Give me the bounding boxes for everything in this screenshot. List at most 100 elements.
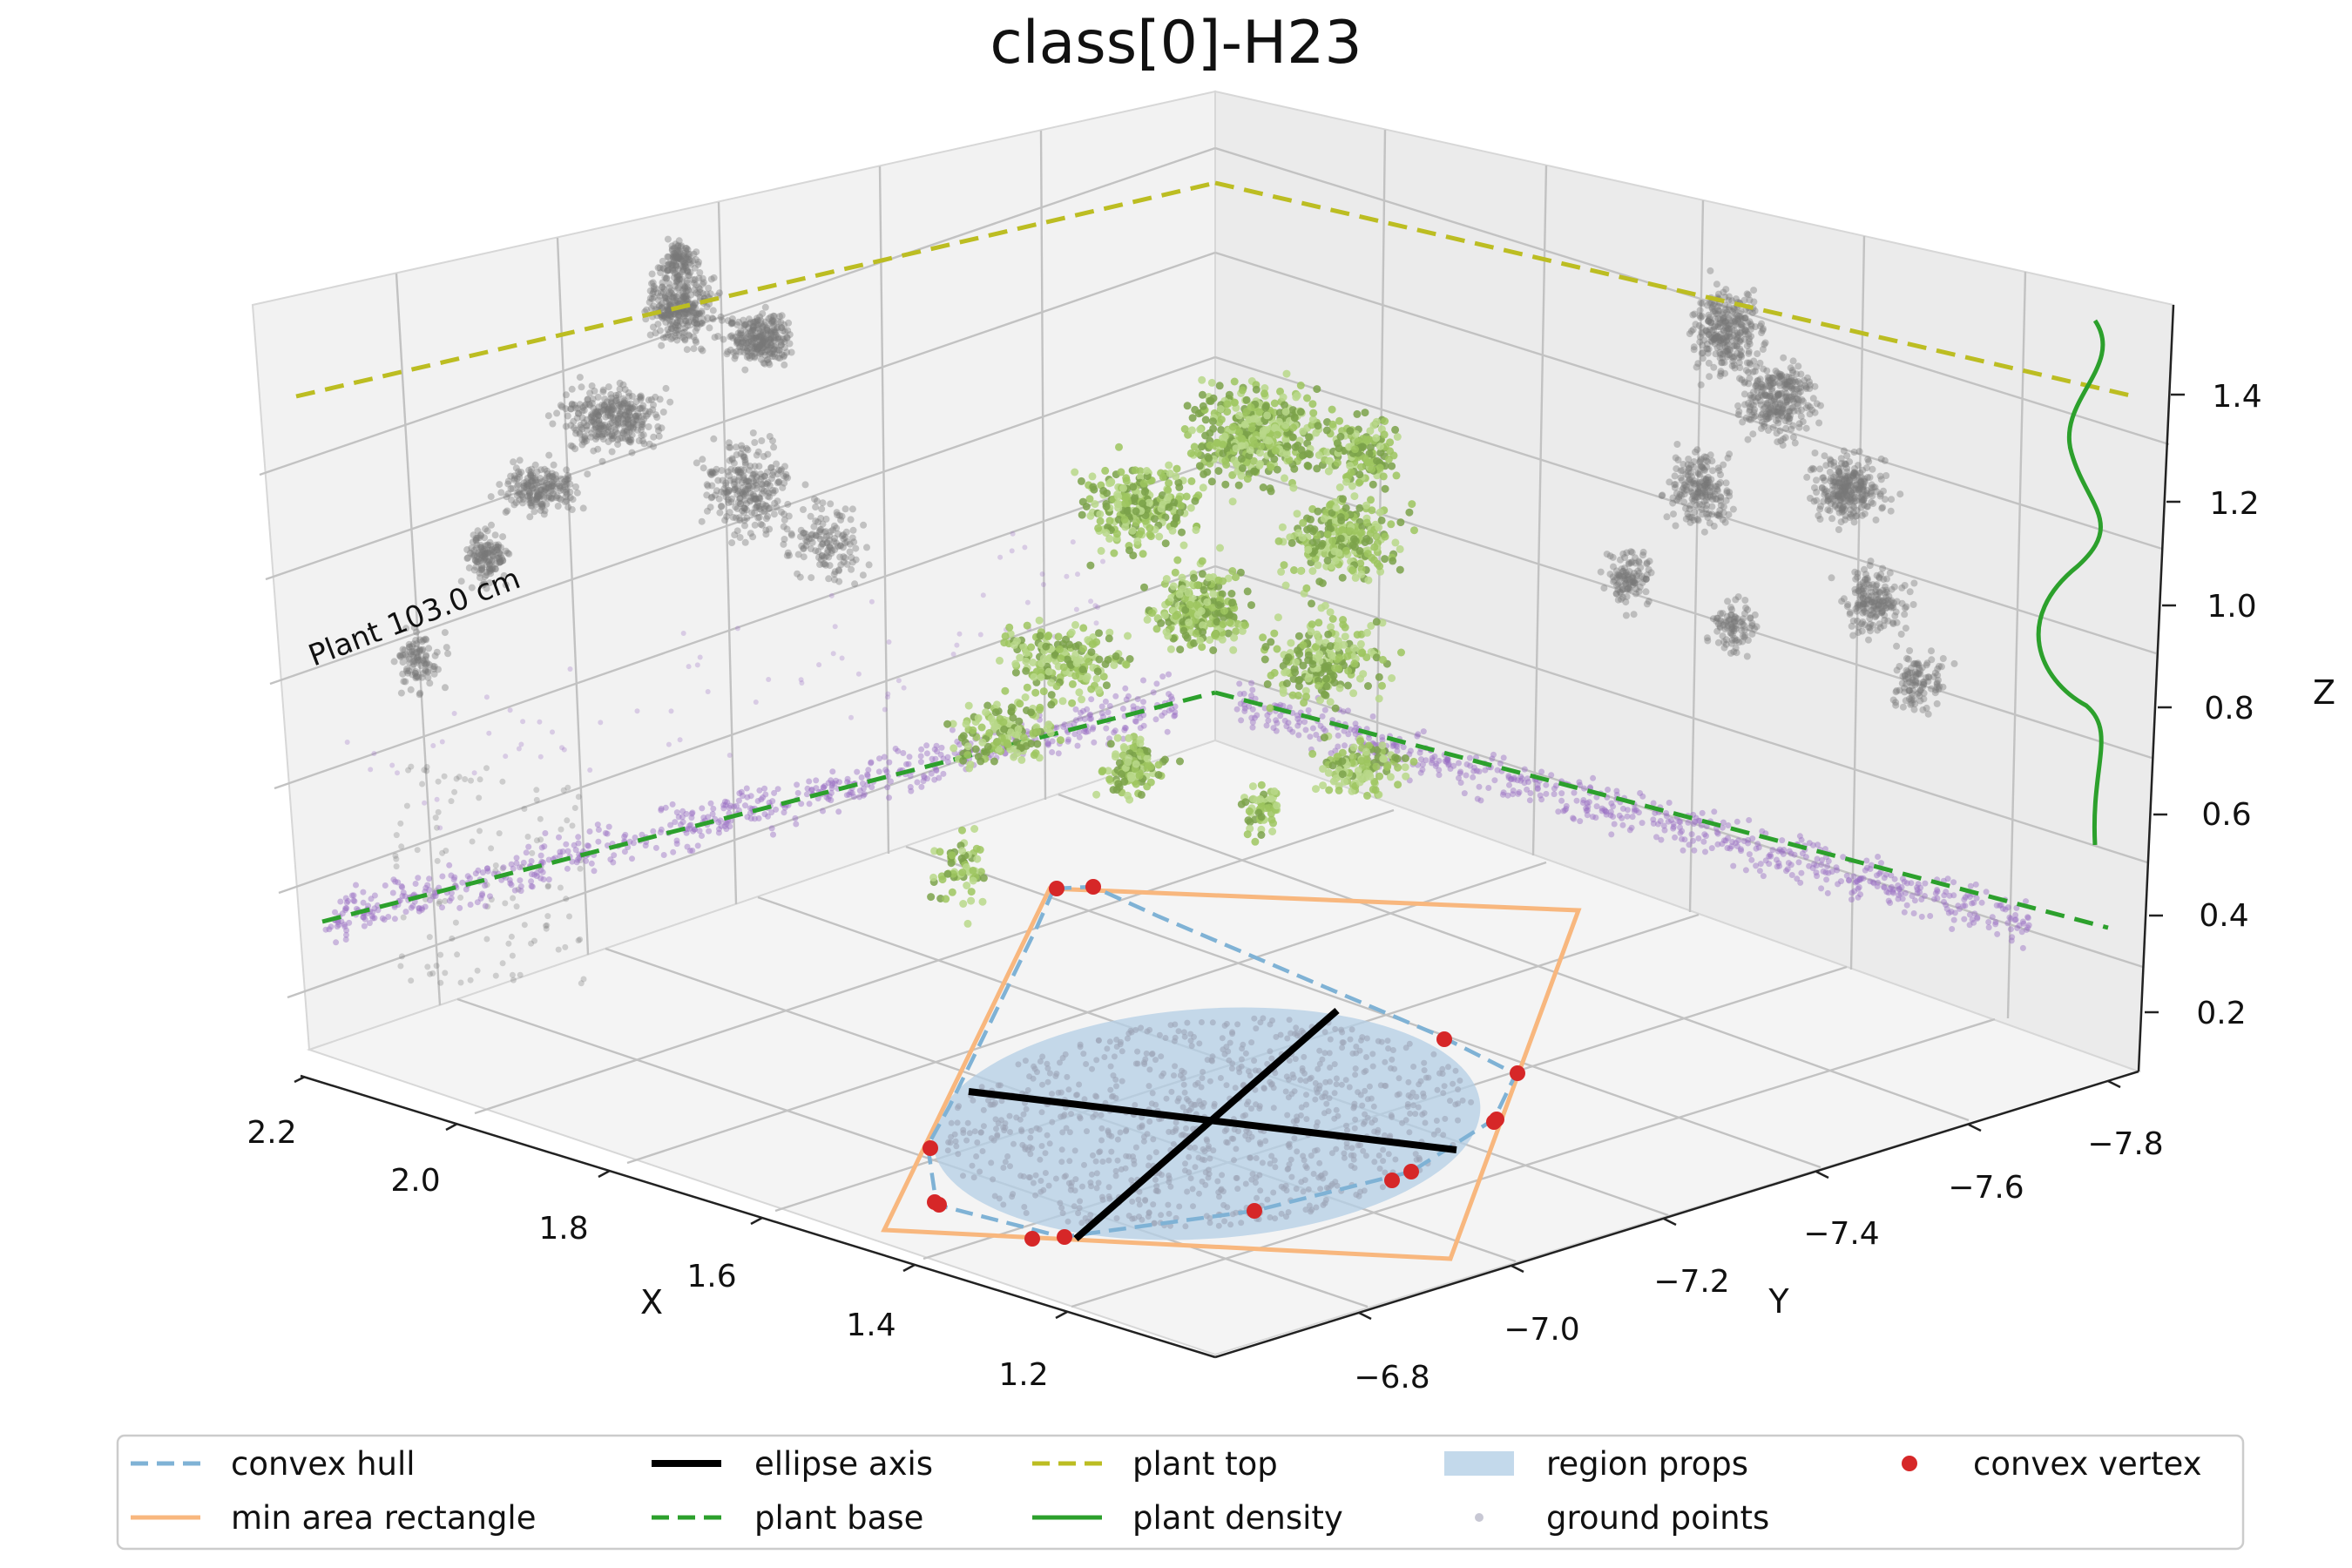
projection-point: [1826, 468, 1834, 476]
projection-point: [1603, 551, 1611, 558]
base-point: [1714, 841, 1721, 848]
base-point: [545, 856, 552, 863]
projection-point: [686, 308, 694, 315]
projection-point: [665, 304, 672, 312]
base-point: [997, 554, 1004, 560]
base-point: [517, 888, 524, 895]
projection-point: [770, 318, 778, 326]
projection-point: [663, 294, 670, 302]
base-point: [670, 848, 677, 855]
projection-point: [690, 280, 698, 287]
base-point: [652, 844, 659, 851]
base-point: [1914, 889, 1921, 896]
projection-point: [672, 293, 680, 301]
projection-point: [761, 335, 769, 343]
projection-point: [1821, 486, 1828, 493]
base-point: [1994, 930, 2001, 937]
projection-point: [1715, 290, 1722, 298]
projection-point: [1742, 367, 1750, 375]
base-point: [1749, 835, 1756, 842]
projection-point: [1703, 634, 1711, 642]
projection-point: [1685, 456, 1693, 463]
projection-point: [696, 288, 704, 296]
projection-point: [1936, 662, 1943, 670]
projection-point: [717, 503, 725, 510]
projection-point: [675, 272, 682, 280]
projection-point: [753, 332, 760, 340]
base-point: [1686, 841, 1693, 848]
base-point: [343, 927, 350, 934]
projection-point: [694, 290, 702, 298]
base-point: [886, 794, 892, 801]
projection-point: [1670, 510, 1677, 518]
base-point: [914, 779, 921, 786]
projection-point: [1888, 496, 1896, 504]
base-point: [556, 834, 562, 841]
base-point: [2018, 929, 2025, 936]
projection-point: [706, 290, 714, 298]
projection-point: [1725, 510, 1733, 518]
projection-point: [422, 636, 430, 644]
projection-point: [750, 470, 758, 478]
base-point: [1950, 879, 1957, 886]
projection-point: [1666, 478, 1673, 486]
projection-point: [589, 395, 597, 403]
projection-point: [714, 333, 722, 340]
projection-point: [1776, 427, 1784, 435]
projection-point: [717, 313, 725, 321]
base-point: [1887, 900, 1894, 906]
base-point: [908, 787, 915, 794]
projection-point: [1916, 697, 1924, 705]
base-point: [353, 882, 359, 889]
base-point: [720, 805, 727, 812]
projection-point: [1816, 505, 1824, 513]
projection-point: [1877, 476, 1885, 483]
base-point: [1444, 757, 1451, 764]
base-point: [1064, 573, 1070, 579]
base-point: [1534, 786, 1541, 793]
base-point: [1788, 872, 1795, 878]
base-point: [1106, 703, 1113, 709]
projection-point: [1866, 611, 1874, 618]
projection-point: [1673, 465, 1680, 473]
projection-point: [760, 343, 768, 350]
base-point: [337, 898, 344, 905]
projection-point: [1828, 515, 1836, 523]
base-point: [511, 887, 518, 894]
projection-point: [674, 266, 682, 273]
projection-point: [672, 282, 679, 290]
base-point: [1888, 872, 1895, 879]
ground-point: [1107, 1063, 1114, 1070]
projection-point: [1835, 468, 1842, 475]
projection-point: [720, 335, 727, 343]
projection-point: [680, 282, 688, 290]
base-point: [1073, 606, 1079, 612]
projection-point: [1774, 438, 1781, 446]
projection-point: [673, 278, 681, 286]
projection-point: [672, 297, 679, 305]
projection-point: [759, 328, 767, 336]
base-point: [1784, 866, 1791, 873]
projection-point: [726, 509, 733, 517]
projection-point: [1721, 369, 1729, 377]
ground-point: [1022, 1058, 1029, 1064]
projection-point: [519, 499, 526, 507]
projection-point: [746, 345, 754, 353]
projection-point: [571, 805, 578, 811]
projection-point: [774, 318, 782, 325]
base-point: [1064, 738, 1071, 745]
base-point: [1525, 779, 1531, 786]
projection-point: [761, 348, 769, 356]
projection-point: [764, 450, 772, 458]
projection-point: [667, 313, 675, 321]
projection-point: [697, 345, 705, 353]
projection-point: [1690, 343, 1698, 351]
base-point: [747, 815, 754, 822]
projection-point: [1888, 585, 1896, 593]
projection-point: [1724, 598, 1732, 605]
projection-point: [759, 310, 767, 317]
base-point: [1679, 828, 1686, 835]
projection-point: [650, 323, 657, 331]
projection-point: [504, 477, 512, 485]
projection-point: [408, 763, 415, 770]
